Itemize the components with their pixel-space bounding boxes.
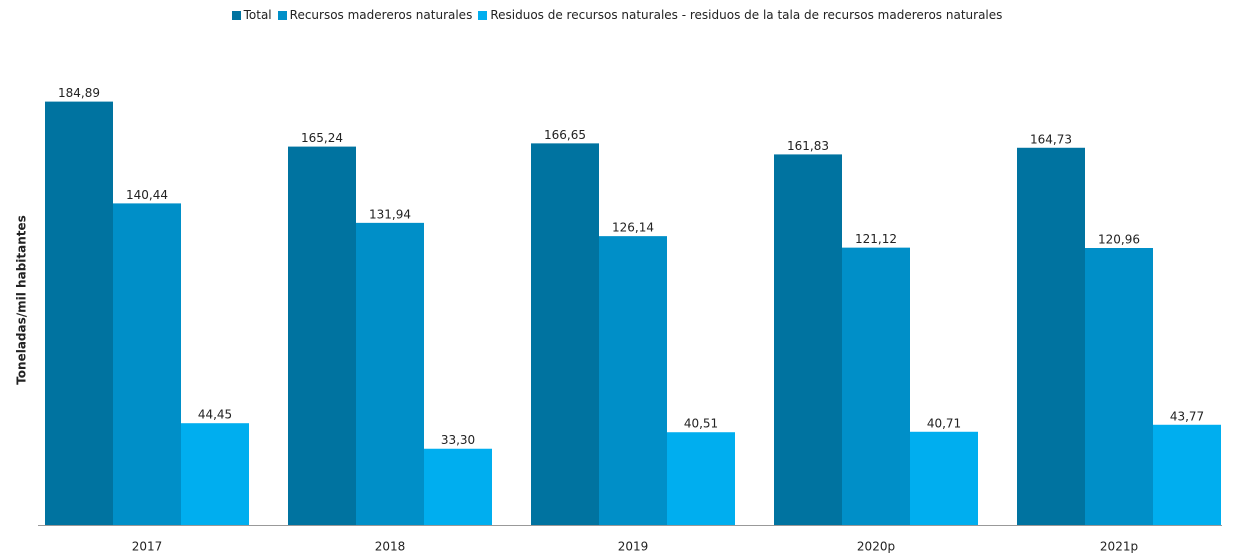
value-label: 44,45 bbox=[198, 408, 232, 422]
x-tick-label: 2018 bbox=[375, 540, 406, 554]
bar bbox=[424, 448, 492, 525]
legend-label: Residuos de recursos naturales - residuo… bbox=[490, 8, 1003, 22]
bar bbox=[667, 432, 735, 525]
legend-swatch bbox=[277, 10, 287, 20]
value-label: 33,30 bbox=[441, 433, 475, 447]
legend-swatch bbox=[231, 10, 241, 20]
value-label: 165,24 bbox=[301, 131, 343, 145]
x-tick-label: 2017 bbox=[132, 540, 163, 554]
bar bbox=[910, 431, 978, 525]
x-tick-label: 2020p bbox=[857, 540, 895, 554]
bar bbox=[288, 146, 356, 525]
bar bbox=[842, 247, 910, 525]
bar bbox=[1017, 147, 1085, 525]
legend-label: Total bbox=[243, 8, 272, 22]
value-label: 161,83 bbox=[787, 139, 829, 153]
value-label: 40,71 bbox=[927, 416, 961, 430]
bar bbox=[1085, 248, 1153, 526]
value-label: 120,96 bbox=[1098, 233, 1140, 247]
bar bbox=[45, 101, 113, 525]
x-tick-label: 2021p bbox=[1100, 540, 1138, 554]
value-label: 164,73 bbox=[1030, 132, 1072, 146]
legend-item: Residuos de recursos naturales - residuo… bbox=[478, 8, 1002, 22]
value-label: 43,77 bbox=[1170, 409, 1204, 423]
value-label: 126,14 bbox=[612, 221, 654, 235]
bar bbox=[531, 143, 599, 525]
bar bbox=[113, 203, 181, 525]
bar bbox=[356, 222, 424, 525]
x-tick-label: 2019 bbox=[618, 540, 649, 554]
legend: Total Recursos madereros naturales Residuo… bbox=[0, 8, 1234, 22]
value-label: 131,94 bbox=[369, 207, 411, 221]
value-label: 140,44 bbox=[126, 188, 168, 202]
value-label: 184,89 bbox=[58, 86, 100, 100]
bar bbox=[181, 423, 249, 525]
y-axis-label: Toneladas/mil habitantes bbox=[15, 215, 29, 385]
legend-item: Recursos madereros naturales bbox=[277, 8, 473, 22]
bar bbox=[599, 236, 667, 525]
bar bbox=[774, 154, 842, 525]
value-label: 121,12 bbox=[855, 232, 897, 246]
legend-item: Total bbox=[231, 8, 272, 22]
legend-swatch bbox=[478, 10, 488, 20]
bar bbox=[1153, 424, 1221, 525]
value-label: 166,65 bbox=[544, 128, 586, 142]
value-label: 40,51 bbox=[684, 417, 718, 431]
legend-label: Recursos madereros naturales bbox=[289, 8, 473, 22]
